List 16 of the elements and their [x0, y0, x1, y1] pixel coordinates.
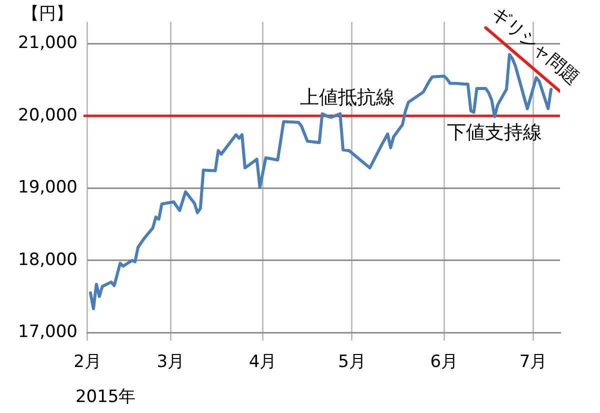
- x-tick-label: 2月: [74, 352, 102, 372]
- x-tick-label: 3月: [156, 352, 185, 372]
- y-tick-label: 20,000: [18, 105, 78, 126]
- y-tick-label: 21,000: [18, 33, 78, 54]
- x-tick-label: 6月: [430, 352, 458, 372]
- annotation: 下値支持線: [447, 121, 542, 144]
- y-tick-label: 18,000: [18, 250, 78, 270]
- ref-line-label: 上値抵抗線: [300, 86, 395, 108]
- x-tick-label: 7月: [519, 352, 548, 372]
- text: 2015年: [75, 386, 136, 407]
- x-tick-label: 4月: [248, 352, 277, 372]
- text: ギリシャ問題: [487, 3, 584, 90]
- y-tick-label: 19,000: [18, 178, 78, 198]
- y-axis-title: 【円】: [22, 4, 73, 24]
- y-tick-label: 17,000: [18, 322, 78, 342]
- x-tick-label: 5月: [338, 352, 366, 372]
